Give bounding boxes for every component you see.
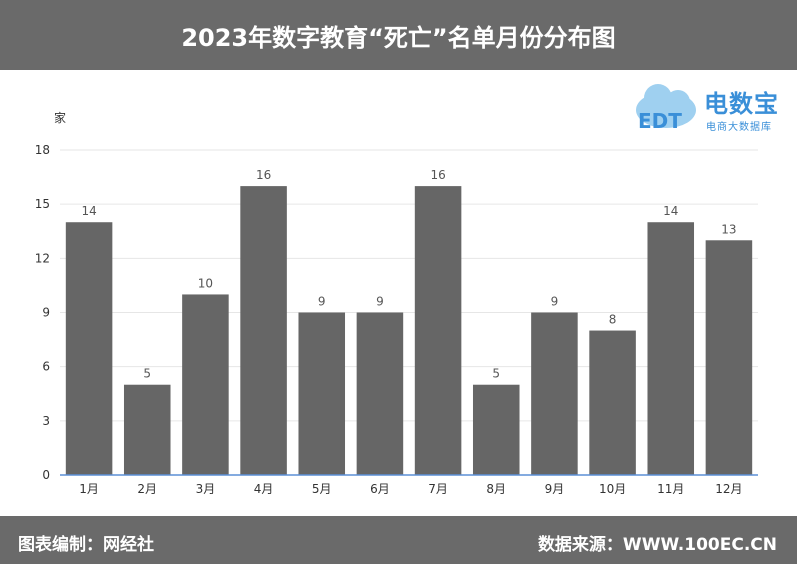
data-label: 16: [256, 168, 271, 182]
bar: [356, 312, 404, 475]
bar-chart: 家 0 3 6 9 12 15 18 14 5 10 16 9 9 16 5 9 8 14 13 1月 2月 3月 4月…: [35, 110, 758, 496]
chart-title: 2023年数字教育“死亡”名单月份分布图: [0, 0, 797, 70]
x-tick-label: 8月: [486, 482, 506, 496]
bar: [647, 222, 695, 475]
bar: [123, 384, 171, 475]
data-label: 14: [663, 204, 678, 218]
bar: [472, 384, 520, 475]
footer-source: 数据来源：WWW.100EC.CN: [537, 535, 777, 555]
x-tick-labels: 1月 2月 3月 4月 5月 6月 7月 8月 9月 10月 11月 12月: [79, 482, 742, 496]
x-tick-label: 1月: [79, 482, 99, 496]
y-tick-label: 6: [42, 360, 50, 374]
gridlines: [60, 149, 758, 422]
bar: [414, 186, 462, 475]
y-tick-labels: 0 3 6 9 12 15 18: [35, 143, 50, 482]
y-tick-label: 9: [42, 306, 50, 320]
logo-mark: EDT: [638, 109, 682, 133]
footer: 图表编制：网经社 数据来源：WWW.100EC.CN: [0, 516, 797, 564]
logo-brand: 电数宝: [704, 90, 779, 118]
data-label: 14: [81, 204, 96, 218]
bar: [182, 294, 229, 475]
data-label: 13: [721, 222, 736, 236]
data-label: 5: [143, 367, 151, 381]
logo-subtitle: 电商大数据库: [706, 122, 772, 133]
x-tick-label: 2月: [137, 482, 157, 496]
bar: [65, 222, 113, 475]
x-tick-label: 7月: [428, 482, 448, 496]
footer-compiler: 图表编制：网经社: [18, 535, 154, 555]
y-tick-label: 18: [35, 143, 50, 157]
x-tick-label: 4月: [254, 482, 274, 496]
bar: [589, 330, 636, 475]
data-label: 5: [492, 367, 500, 381]
y-tick-label: 3: [42, 414, 50, 428]
bars: [65, 186, 753, 475]
data-labels: 14 5 10 16 9 9 16 5 9 8 14 13: [81, 168, 736, 381]
bar: [240, 186, 287, 475]
cloud-logo-icon: EDT: [636, 84, 696, 133]
logo: EDT 电数宝 电商大数据库: [628, 76, 793, 136]
x-tick-label: 5月: [312, 482, 332, 496]
y-axis-label: 家: [54, 110, 66, 125]
x-tick-label: 3月: [196, 482, 216, 496]
x-tick-label: 11月: [657, 482, 684, 496]
data-label: 10: [198, 276, 213, 290]
data-label: 9: [376, 295, 384, 309]
data-label: 9: [318, 295, 326, 309]
y-tick-label: 0: [42, 468, 50, 482]
x-tick-label: 10月: [599, 482, 626, 496]
data-label: 8: [609, 313, 617, 327]
bar: [298, 312, 346, 475]
x-tick-label: 12月: [715, 482, 742, 496]
bar: [531, 312, 578, 475]
data-label: 16: [430, 168, 445, 182]
y-tick-label: 15: [35, 197, 50, 211]
x-tick-label: 9月: [545, 482, 565, 496]
x-tick-label: 6月: [370, 482, 390, 496]
bar: [705, 240, 753, 475]
y-tick-label: 12: [35, 251, 50, 265]
data-label: 9: [551, 295, 559, 309]
